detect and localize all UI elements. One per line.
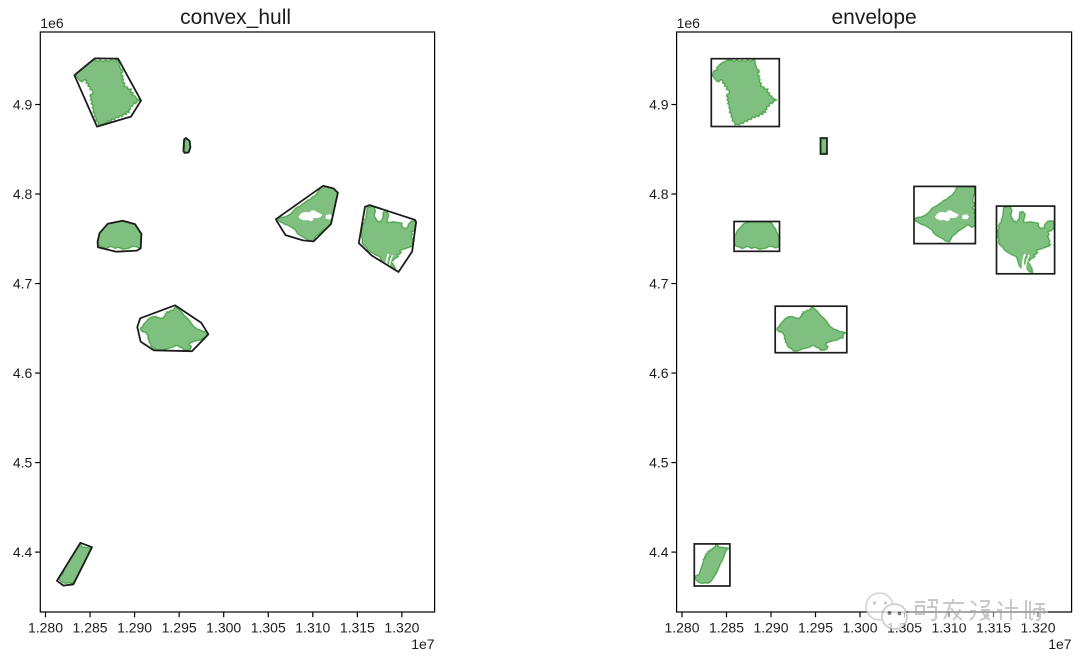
svg-text:1.300: 1.300 <box>206 619 241 635</box>
svg-text:1e6: 1e6 <box>40 15 64 31</box>
svg-text:1e7: 1e7 <box>1048 636 1072 652</box>
svg-text:1.290: 1.290 <box>117 619 152 635</box>
svg-text:1.300: 1.300 <box>842 619 877 635</box>
svg-text:4.7: 4.7 <box>649 275 669 291</box>
svg-text:1.280: 1.280 <box>28 619 63 635</box>
svg-text:1.320: 1.320 <box>384 619 419 635</box>
svg-text:1.315: 1.315 <box>976 619 1011 635</box>
svg-text:4.9: 4.9 <box>649 96 669 112</box>
svg-text:4.4: 4.4 <box>13 544 33 560</box>
svg-text:1.315: 1.315 <box>340 619 375 635</box>
svg-text:1.305: 1.305 <box>251 619 286 635</box>
svg-text:1.285: 1.285 <box>709 619 744 635</box>
svg-text:4.8: 4.8 <box>649 186 669 202</box>
svg-text:4.6: 4.6 <box>13 365 33 381</box>
svg-text:1.310: 1.310 <box>931 619 966 635</box>
svg-text:4.6: 4.6 <box>649 365 669 381</box>
svg-text:convex_hull: convex_hull <box>180 6 291 29</box>
svg-text:1.295: 1.295 <box>162 619 197 635</box>
svg-text:envelope: envelope <box>831 6 916 29</box>
svg-text:4.9: 4.9 <box>13 96 33 112</box>
svg-text:1.285: 1.285 <box>73 619 108 635</box>
svg-text:1.290: 1.290 <box>753 619 788 635</box>
svg-text:1e7: 1e7 <box>411 636 435 652</box>
svg-text:4.8: 4.8 <box>13 186 33 202</box>
svg-text:1.310: 1.310 <box>295 619 330 635</box>
svg-text:4.4: 4.4 <box>649 544 669 560</box>
svg-text:1e6: 1e6 <box>677 15 701 31</box>
svg-text:1.295: 1.295 <box>798 619 833 635</box>
svg-text:4.5: 4.5 <box>649 454 669 470</box>
svg-text:4.5: 4.5 <box>13 454 33 470</box>
svg-text:1.280: 1.280 <box>664 619 699 635</box>
svg-text:1.320: 1.320 <box>1020 619 1055 635</box>
svg-text:4.7: 4.7 <box>13 275 33 291</box>
